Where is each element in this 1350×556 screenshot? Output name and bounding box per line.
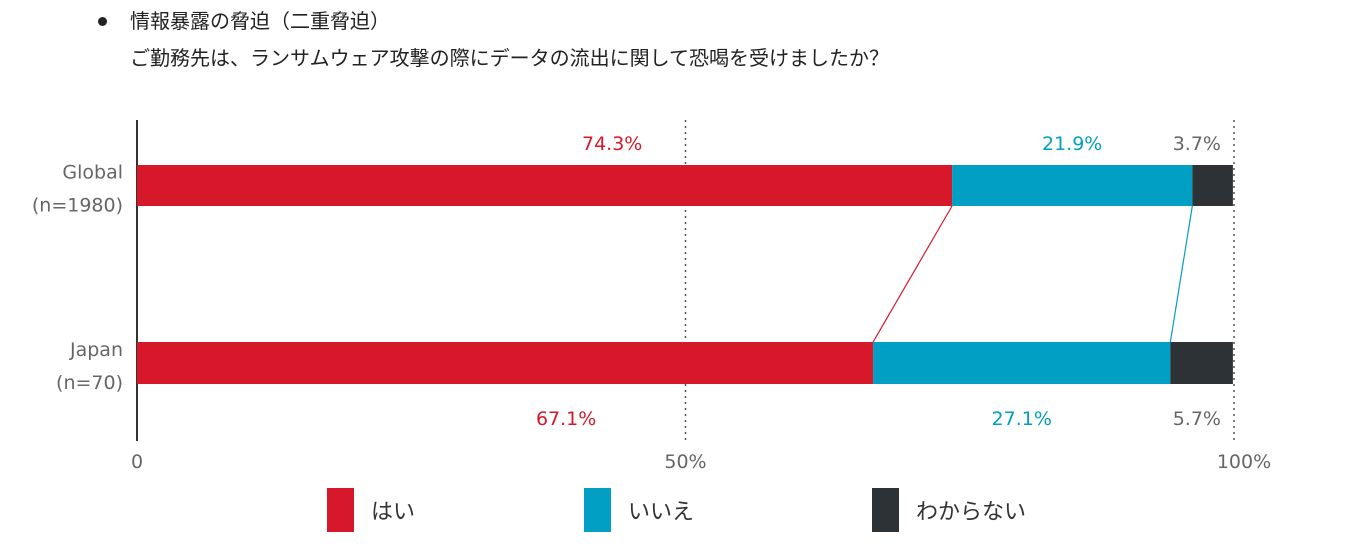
- legend-label-yes: はい: [371, 500, 416, 525]
- legend-label-unknown: わからない: [916, 500, 1027, 525]
- legend-item-no: いいえ: [584, 488, 694, 532]
- legend-swatch-yes: [327, 488, 354, 532]
- data-label-2-3: 5.7%: [1173, 408, 1221, 430]
- data-label-2-2: 27.1%: [992, 408, 1052, 430]
- bullet-icon: [98, 16, 107, 26]
- data-label-2-1: 67.1%: [536, 408, 596, 430]
- bar-segment-1-3: [1192, 165, 1233, 206]
- title-row: 情報暴露の脅迫（二重脅迫）: [98, 2, 889, 40]
- legend-item-unknown: わからない: [872, 488, 1026, 532]
- category-label-1-line-2: (n=1980): [32, 195, 123, 217]
- legend-label-no: いいえ: [628, 500, 695, 525]
- bar-segment-2-3: [1170, 342, 1233, 384]
- bar-segment-1-1: [137, 165, 953, 206]
- legend-item-yes: はい: [327, 488, 415, 532]
- chart-question: ご勤務先は、ランサムウェア攻撃の際にデータの流出に関して恐喝を受けましたか？: [130, 46, 889, 70]
- category-label-2-line-1: Japan: [69, 339, 123, 361]
- category-label-1-line-1: Global: [62, 162, 123, 184]
- connector-line-2: [1169, 205, 1193, 343]
- data-label-1-1: 74.3%: [582, 133, 642, 155]
- legend-swatch-unknown: [872, 488, 899, 532]
- connector-line-1: [872, 205, 953, 343]
- data-label-1-3: 3.7%: [1173, 133, 1221, 155]
- category-label-2-line-2: (n=70): [56, 372, 123, 394]
- bar-segment-1-2: [952, 165, 1193, 206]
- x-tick-label-3: 100%: [1217, 451, 1271, 473]
- bar-segment-2-2: [873, 342, 1171, 384]
- stacked-bar-chart: 74.3% 21.9% 3.7% 67.1% 27.1% 5.7% Global (n=198…: [32, 120, 1271, 473]
- bar-segment-2-1: [137, 342, 874, 384]
- x-tick-label-1: 0: [131, 451, 143, 473]
- legend-swatch-no: [584, 488, 611, 532]
- chart-title: 情報暴露の脅迫（二重脅迫）: [130, 9, 390, 33]
- data-label-1-2: 21.9%: [1042, 133, 1102, 155]
- x-tick-label-2: 50%: [664, 451, 706, 473]
- chart-header: 情報暴露の脅迫（二重脅迫） ご勤務先は、ランサムウェア攻撃の際にデータの流出に関…: [98, 2, 889, 76]
